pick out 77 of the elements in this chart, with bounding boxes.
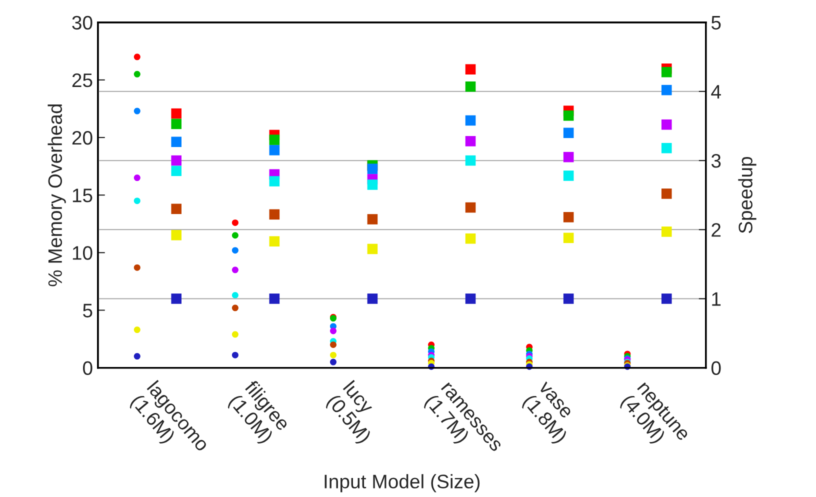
point xyxy=(661,119,672,130)
point xyxy=(171,166,182,176)
point xyxy=(563,128,574,138)
y-tick-label: 10 xyxy=(72,246,92,260)
point xyxy=(661,66,672,78)
point xyxy=(134,264,140,271)
y-tick-label: 25 xyxy=(72,73,92,88)
point xyxy=(465,202,476,213)
point xyxy=(465,233,476,244)
y2-tick-label: 4 xyxy=(711,85,721,98)
y2-tick-label: 1 xyxy=(712,292,721,306)
point xyxy=(134,326,140,334)
point xyxy=(171,136,182,148)
point xyxy=(330,358,336,366)
point xyxy=(269,176,280,186)
point xyxy=(232,219,238,226)
point xyxy=(232,304,238,312)
y-axis-title: % Memory Overhead xyxy=(48,104,66,286)
y-tick-label: 30 xyxy=(72,16,92,30)
point xyxy=(661,142,672,154)
point xyxy=(563,170,574,181)
point xyxy=(465,64,476,74)
point xyxy=(134,198,140,204)
point xyxy=(563,110,574,121)
point xyxy=(367,180,378,190)
point xyxy=(367,164,378,174)
y2-tick-label: 5 xyxy=(711,16,721,30)
point xyxy=(171,230,182,240)
point xyxy=(465,115,476,126)
point xyxy=(232,266,238,274)
point xyxy=(171,294,182,304)
point xyxy=(171,108,182,119)
point xyxy=(465,136,476,146)
point xyxy=(367,214,378,224)
point xyxy=(269,145,280,156)
point xyxy=(232,232,238,239)
point xyxy=(563,212,574,222)
point xyxy=(563,152,574,162)
point xyxy=(330,341,336,348)
point xyxy=(232,292,238,298)
point xyxy=(661,84,672,96)
y2-tick-label: 0 xyxy=(711,361,721,376)
point xyxy=(232,247,238,254)
point xyxy=(465,294,476,304)
y-tick-label: 5 xyxy=(83,304,92,318)
point xyxy=(465,155,476,166)
point xyxy=(367,244,378,254)
point xyxy=(367,294,378,304)
point xyxy=(171,204,182,214)
point xyxy=(171,155,182,166)
point xyxy=(330,328,336,334)
y2-tick-label: 2 xyxy=(712,223,721,237)
point xyxy=(661,188,672,199)
point xyxy=(232,331,238,338)
x-axis-title: Input Model (Size) xyxy=(324,474,480,492)
point xyxy=(563,232,574,244)
point xyxy=(134,353,140,360)
point xyxy=(330,352,336,358)
y-tick-label: 0 xyxy=(83,361,92,376)
y-tick-label: 15 xyxy=(72,188,92,202)
point xyxy=(269,209,280,220)
point xyxy=(134,108,140,114)
point xyxy=(269,236,280,247)
point xyxy=(661,226,672,237)
point xyxy=(134,70,140,78)
point xyxy=(232,352,238,358)
point xyxy=(134,174,140,182)
y2-tick-label: 3 xyxy=(711,154,721,168)
point xyxy=(563,294,574,304)
point xyxy=(269,294,280,304)
point xyxy=(171,118,182,130)
point xyxy=(465,81,476,92)
point xyxy=(661,294,672,304)
point xyxy=(134,54,140,60)
y2-axis-title: Speedup xyxy=(738,156,756,234)
point xyxy=(269,134,280,145)
y-tick-label: 20 xyxy=(72,130,92,145)
